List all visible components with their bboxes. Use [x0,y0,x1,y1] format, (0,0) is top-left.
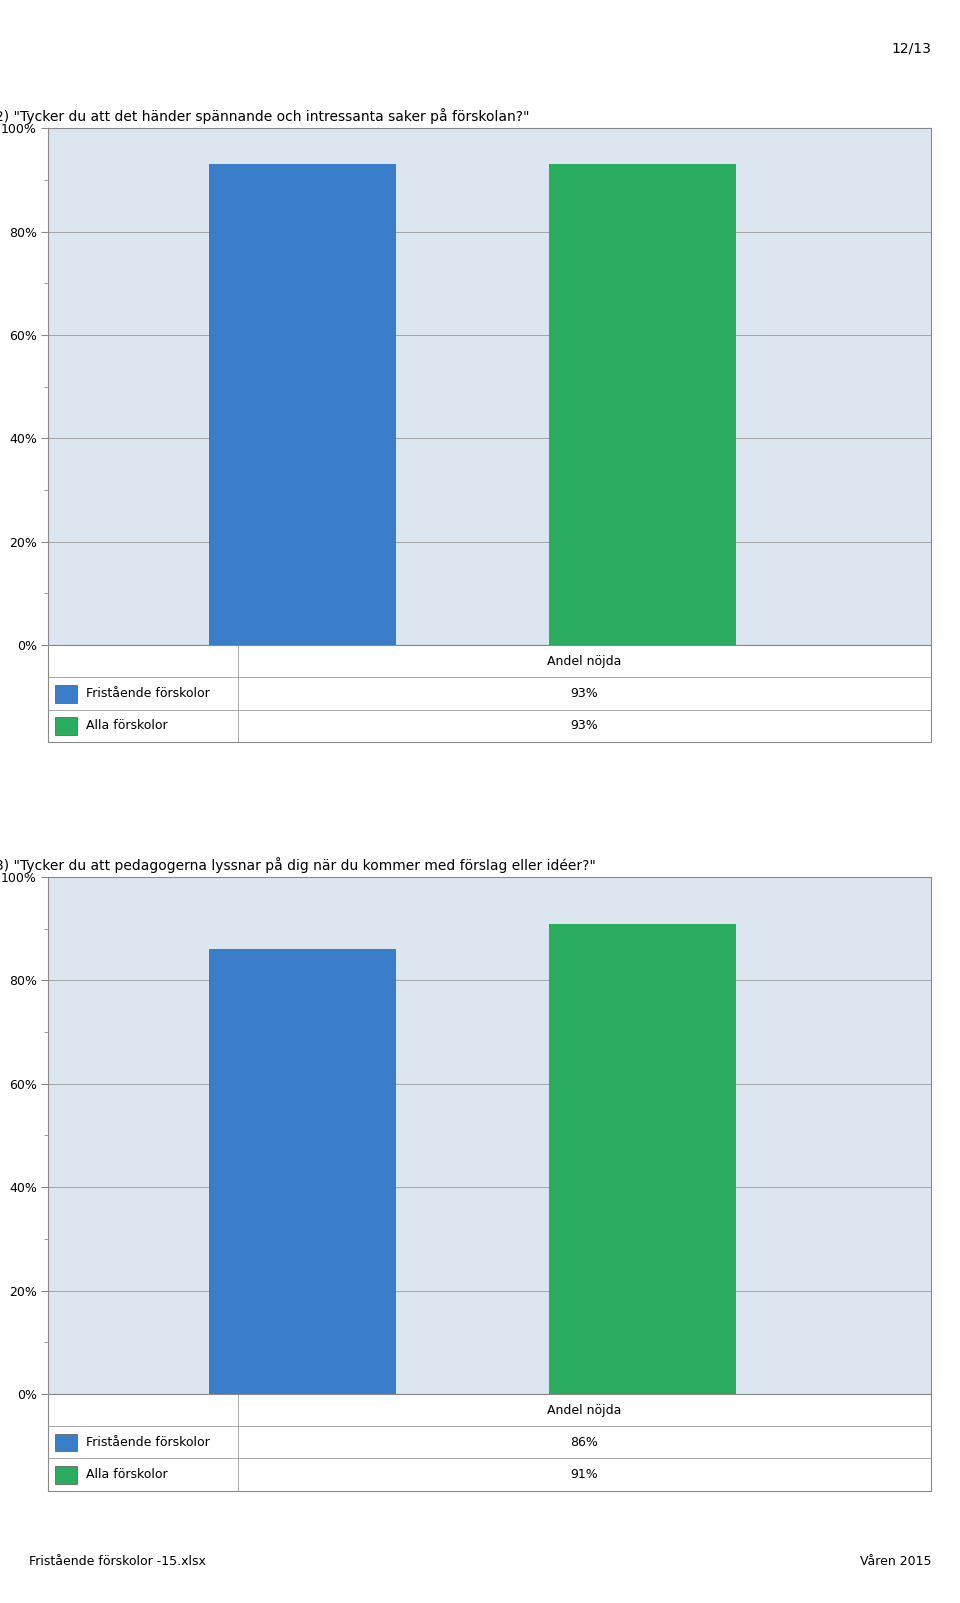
Text: 3) "Tycker du att pedagogerna lyssnar på dig när du kommer med förslag eller idé: 3) "Tycker du att pedagogerna lyssnar på… [0,858,596,874]
Text: 93%: 93% [570,720,598,733]
Bar [55,1433,77,1451]
Text: Alla förskolor: Alla förskolor [86,1468,168,1481]
Text: Andel nöjda: Andel nöjda [547,1404,622,1417]
Bar [55,717,77,734]
Bar [549,165,736,644]
Text: Alla förskolor: Alla förskolor [86,720,168,733]
Text: 91%: 91% [570,1468,598,1481]
Bar [55,1465,77,1484]
Text: 93%: 93% [570,688,598,701]
Bar [209,949,396,1395]
Text: Fristående förskolor -15.xlsx: Fristående förskolor -15.xlsx [29,1555,205,1568]
Text: 2) "Tycker du att det händer spännande och intressanta saker på förskolan?": 2) "Tycker du att det händer spännande o… [0,109,530,125]
Bar [209,165,396,644]
Text: 12/13: 12/13 [891,42,931,56]
Bar [549,923,736,1395]
Text: Fristående förskolor: Fristående förskolor [86,688,209,701]
Text: 86%: 86% [570,1436,598,1449]
Text: Fristående förskolor: Fristående förskolor [86,1436,209,1449]
Text: Våren 2015: Våren 2015 [860,1555,931,1568]
Text: Andel nöjda: Andel nöjda [547,654,622,668]
Bar [55,684,77,702]
